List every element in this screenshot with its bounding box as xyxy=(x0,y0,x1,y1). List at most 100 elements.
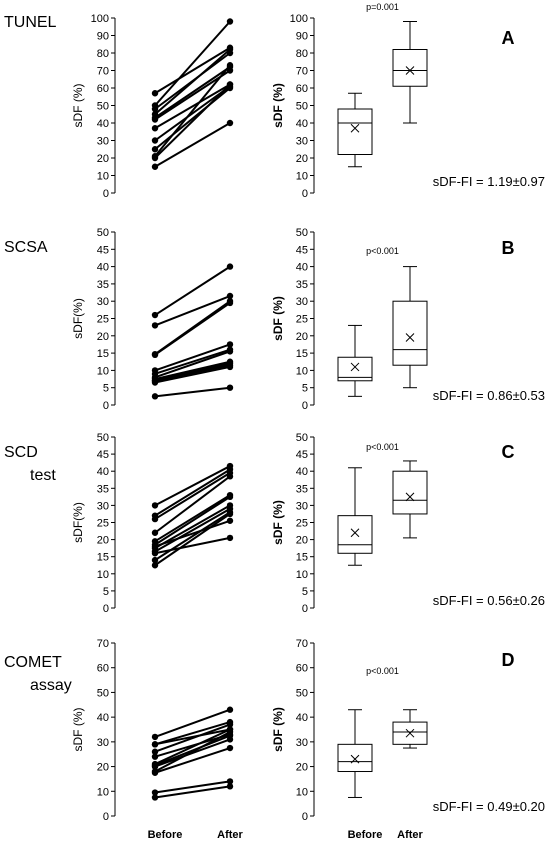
right-y-tick-label: 0 xyxy=(302,188,308,200)
paired-line xyxy=(154,507,231,553)
panel-letter: D xyxy=(502,650,515,670)
right-y-tick-label: 20 xyxy=(296,535,308,547)
after-point xyxy=(226,81,234,88)
left-y-tick-label: 40 xyxy=(97,712,109,724)
left-y-tick-label: 45 xyxy=(97,449,109,461)
box-iqr xyxy=(337,515,373,554)
left-y-tick-label: 40 xyxy=(97,118,109,130)
paired-line xyxy=(154,66,231,119)
before-point xyxy=(151,379,159,386)
before-point xyxy=(151,351,159,359)
panel-letter: C xyxy=(502,442,515,462)
left-y-tick-label: 5 xyxy=(103,383,109,395)
paired-line xyxy=(154,364,231,382)
paired-line xyxy=(154,536,231,555)
right-y-tick-label: 30 xyxy=(296,500,308,512)
panel-scd: SCD test 0 5 10 15 20 25 30 35 40 45 50 sDF(%) 0 5 10 15 2… xyxy=(4,432,545,615)
right-y-tick-label: 40 xyxy=(296,262,308,274)
left-y-tick-label: 60 xyxy=(97,663,109,675)
panel-tunel: TUNEL 0 10 20 30 40 50 60 70 80 90 100 sDF (%) 0 10 20 3… xyxy=(4,2,545,200)
panel-scsa: SCSA 0 5 10 15 20 25 30 35 40 45 50 sDF(%) 0 5 10 15 20 25… xyxy=(4,227,545,412)
right-y-tick-label: 40 xyxy=(296,712,308,724)
right-y-tick-label: 15 xyxy=(296,552,308,564)
paired-line xyxy=(154,87,231,151)
left-y-tick-label: 30 xyxy=(97,500,109,512)
paired-line xyxy=(154,519,231,548)
right-y-tick-label: 40 xyxy=(296,466,308,478)
paired-line xyxy=(154,734,231,767)
box-mean-marker xyxy=(405,333,415,342)
before-point xyxy=(151,322,159,329)
panel-letter: A xyxy=(502,28,515,48)
before-point xyxy=(151,154,159,162)
box-iqr xyxy=(337,356,373,382)
left-y-tick-label: 25 xyxy=(97,518,109,530)
before-point xyxy=(151,393,159,400)
before-point xyxy=(151,515,159,523)
paired-line xyxy=(154,465,231,507)
left-y-tick-label: 70 xyxy=(97,66,109,78)
after-point xyxy=(226,18,234,25)
paired-line xyxy=(154,122,231,168)
paired-line xyxy=(154,386,231,398)
left-y-tick-label: 45 xyxy=(97,244,109,256)
left-y-tick-label: 40 xyxy=(97,262,109,274)
paired-line xyxy=(154,348,231,375)
before-point xyxy=(151,753,159,760)
row-label: assay xyxy=(30,677,72,694)
paired-line xyxy=(154,738,231,768)
left-y-tick-label: 30 xyxy=(97,737,109,749)
row-label: SCSA xyxy=(4,239,48,256)
right-y-tick-label: 30 xyxy=(296,296,308,308)
before-point xyxy=(151,741,159,748)
paired-line xyxy=(154,728,231,766)
after-point xyxy=(226,67,234,74)
left-y-tick-label: 25 xyxy=(97,314,109,326)
right-y-tick-label: 0 xyxy=(302,400,308,412)
right-y-tick-label: 15 xyxy=(296,348,308,360)
row-label: TUNEL xyxy=(4,14,57,31)
after-point xyxy=(226,119,234,127)
right-y-tick-label: 35 xyxy=(296,483,308,495)
left-y-axis-label: sDF (%) xyxy=(71,84,85,128)
right-y-tick-label: 50 xyxy=(296,432,308,444)
left-y-tick-label: 60 xyxy=(97,83,109,95)
box-mean-marker xyxy=(405,66,415,75)
left-y-axis-label: sDF(%) xyxy=(71,298,85,339)
before-point xyxy=(151,794,159,801)
box-mean-marker xyxy=(350,528,360,538)
paired-line xyxy=(154,708,231,738)
right-y-tick-label: 20 xyxy=(296,331,308,343)
box-iqr xyxy=(337,108,373,155)
after-point xyxy=(226,292,234,300)
box-iqr xyxy=(337,743,373,773)
box-mean-marker xyxy=(405,728,415,738)
before-point xyxy=(151,502,159,509)
right-y-axis-label: sDF (%) xyxy=(271,83,285,128)
before-point xyxy=(151,529,159,536)
paired-line xyxy=(154,85,231,142)
left-y-tick-label: 20 xyxy=(97,762,109,774)
right-y-tick-label: 70 xyxy=(296,66,308,78)
left-y-tick-label: 15 xyxy=(97,552,109,564)
right-y-tick-label: 100 xyxy=(290,13,308,25)
before-point xyxy=(151,137,159,144)
left-y-tick-label: 100 xyxy=(91,13,109,25)
row-label: test xyxy=(30,467,56,484)
right-y-tick-label: 10 xyxy=(296,365,308,377)
left-y-tick-label: 50 xyxy=(97,101,109,113)
paired-line xyxy=(154,728,231,746)
paired-line xyxy=(154,64,231,157)
after-point xyxy=(226,363,234,371)
right-y-tick-label: 45 xyxy=(296,244,308,256)
row-label: COMET xyxy=(4,654,62,671)
paired-line xyxy=(154,731,231,773)
left-y-tick-label: 50 xyxy=(97,687,109,699)
right-y-axis-label: sDF (%) xyxy=(271,296,285,341)
right-y-tick-label: 5 xyxy=(302,383,308,395)
after-point xyxy=(226,517,234,524)
left-y-tick-label: 10 xyxy=(97,569,109,581)
paired-line xyxy=(154,785,231,799)
left-y-tick-label: 35 xyxy=(97,279,109,291)
after-point xyxy=(226,706,234,713)
